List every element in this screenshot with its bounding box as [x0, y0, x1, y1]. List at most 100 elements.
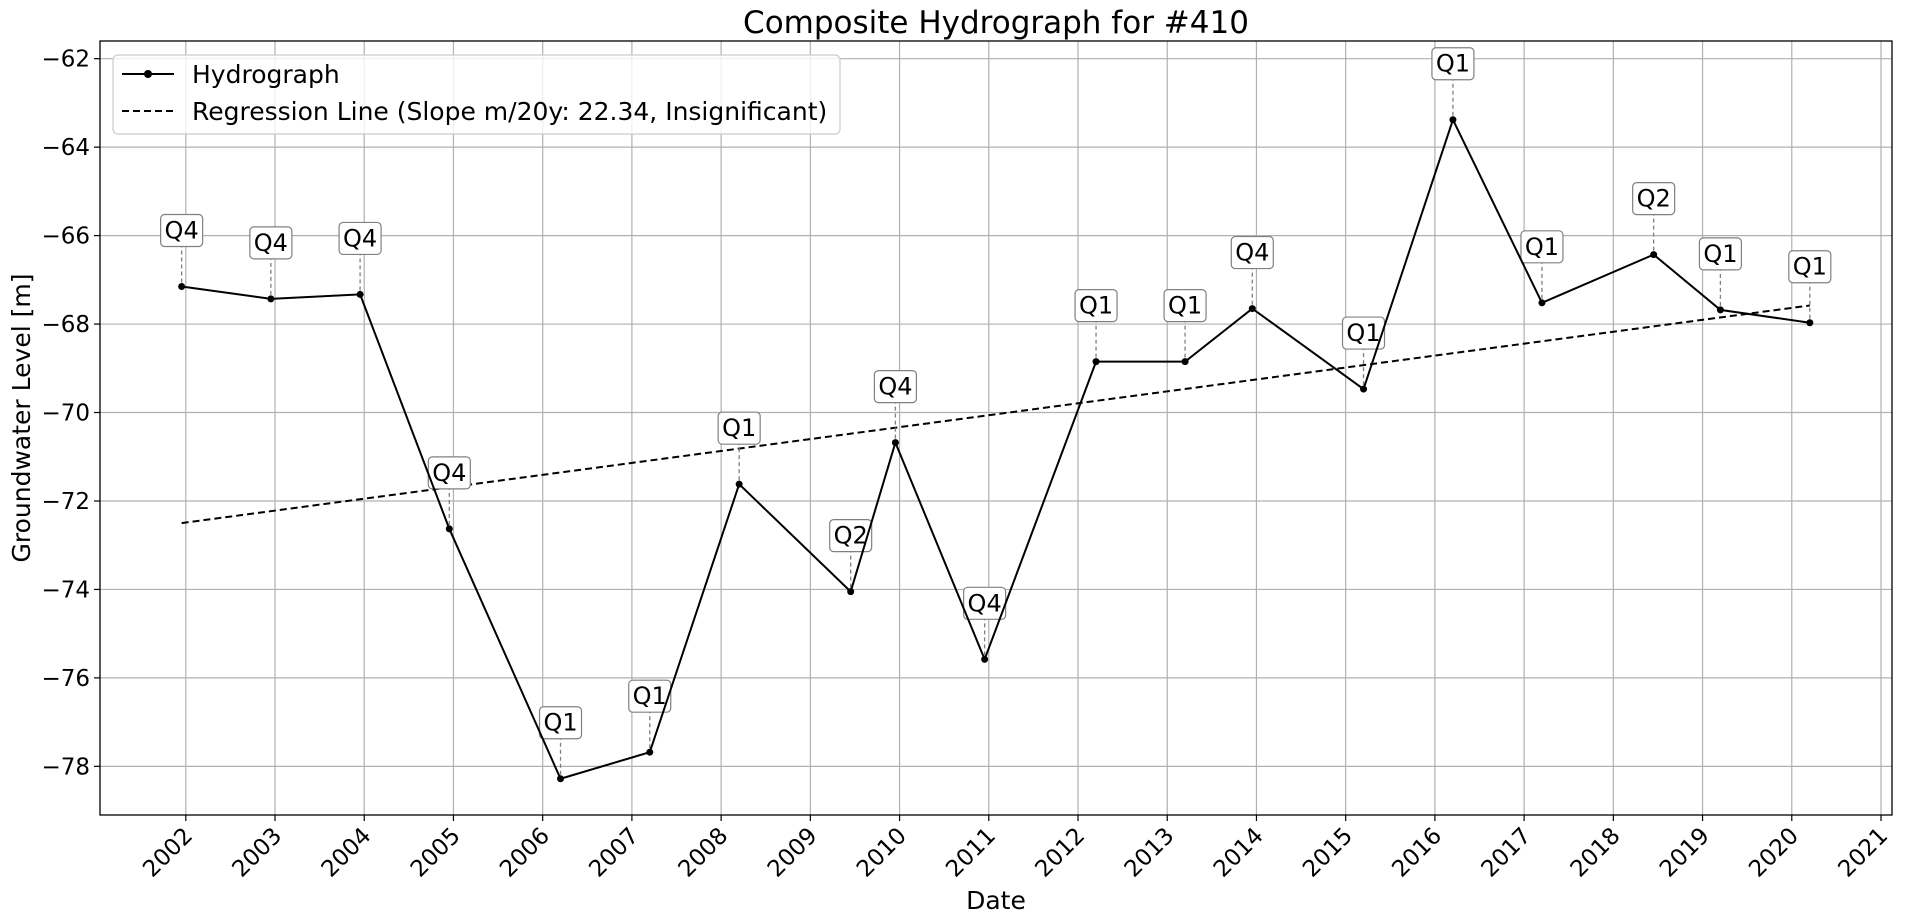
- y-tick-label: −78: [41, 754, 90, 780]
- y-tick-label: −66: [41, 224, 90, 250]
- x-tick-label: 2012: [1030, 823, 1090, 883]
- annotation-label: Q1: [543, 709, 577, 737]
- annotation-label: Q4: [968, 589, 1002, 617]
- annotation-label: Q4: [254, 229, 288, 257]
- regression-layer: [181, 304, 1810, 525]
- series-layer: [178, 116, 1814, 783]
- plot-frame: [99, 40, 1893, 816]
- annotation-label: Q4: [165, 216, 199, 244]
- x-tick-label: 2018: [1566, 823, 1626, 883]
- annotation-box: [1341, 316, 1386, 350]
- axis-layer: 2002 2003 2004 2005 2006 2007 2008 2009 2010 2011…: [41, 40, 1893, 883]
- y-tick-label: −64: [41, 135, 90, 161]
- annotation-label: Q4: [878, 373, 912, 401]
- regression-line: [181, 304, 1810, 525]
- annotation-box: [1230, 235, 1274, 270]
- annotation-label: Q1: [1525, 233, 1559, 261]
- hydrograph-point: [1360, 385, 1368, 393]
- x-tick-label: 2017: [1477, 823, 1537, 883]
- x-tick-label: 2004: [317, 823, 377, 883]
- annotation-box: [1163, 289, 1207, 323]
- annotation-label: Q4: [1235, 239, 1269, 267]
- annotation-label: Q4: [432, 459, 466, 487]
- hydrograph-point: [891, 439, 899, 447]
- annotation-label: Q1: [1346, 319, 1380, 347]
- hydrograph-point: [1449, 116, 1457, 124]
- hydrograph-point: [981, 655, 989, 663]
- annotation-box: [1698, 237, 1743, 271]
- hydrograph-point: [1181, 358, 1189, 366]
- x-tick-label: 2005: [406, 823, 466, 883]
- annotation-box: [1520, 230, 1564, 264]
- legend-hydrograph-label: Hydrograph: [192, 60, 340, 89]
- legend-hydrograph-marker: [144, 70, 152, 78]
- y-tick-label: −62: [41, 47, 90, 73]
- x-tick-label: 2013: [1120, 823, 1180, 883]
- hydrograph-point: [267, 295, 275, 303]
- x-tick-label: 2014: [1209, 823, 1269, 883]
- x-tick-label: 2020: [1744, 823, 1804, 883]
- annotation-label: Q1: [1168, 292, 1202, 320]
- hydrograph-point: [1248, 305, 1256, 313]
- annotation-label: Q1: [1079, 292, 1113, 320]
- annotation-label: Q1: [722, 414, 756, 442]
- annotation-box: [628, 679, 672, 713]
- x-tick-label: 2011: [941, 823, 1001, 883]
- grid-layer: [100, 41, 1892, 815]
- legend: Hydrograph Regression Line (Slope m/20y:…: [112, 54, 841, 135]
- x-tick-label: 2019: [1655, 823, 1715, 883]
- x-tick-label: 2016: [1387, 823, 1447, 883]
- y-tick-label: −74: [41, 577, 90, 603]
- annotation-box: [829, 519, 873, 553]
- x-tick-label: 2021: [1833, 823, 1893, 883]
- hydrograph-point: [646, 748, 654, 756]
- y-axis-label: Groundwater Level [m]: [7, 274, 36, 563]
- hydrograph-line: [181, 117, 1810, 780]
- legend-regression-label: Regression Line (Slope m/20y: 22.34, Ins…: [192, 97, 827, 126]
- annotation-layer: Q4 Q4 Q4 Q4 Q1 Q1 Q1 Q2 Q4 Q4 Q1 Q1 Q4 Q1 Q1 Q1 Q2 Q1 Q1: [160, 47, 1832, 775]
- annotation-box: [1788, 250, 1832, 284]
- x-tick-label: 2010: [852, 823, 912, 883]
- annotation-box: [873, 369, 918, 404]
- x-tick-label: 2002: [138, 823, 198, 883]
- x-tick-label: 2003: [227, 823, 287, 883]
- annotation-label: Q2: [1637, 185, 1671, 213]
- hydrograph-point: [1650, 251, 1658, 259]
- y-tick-label: −68: [41, 312, 90, 338]
- hydrograph-point: [735, 480, 743, 488]
- hydrograph-point: [1538, 299, 1546, 307]
- hydrograph-point: [445, 525, 453, 533]
- legend-box: [112, 54, 841, 135]
- hydrograph-point: [1806, 319, 1814, 327]
- annotation-box: [1431, 47, 1475, 81]
- y-tick-label: −70: [41, 401, 90, 427]
- hydrograph-point: [847, 588, 855, 596]
- annotation-label: Q2: [834, 522, 868, 550]
- y-tick-label: −72: [41, 489, 90, 515]
- hydrograph-point: [178, 282, 186, 290]
- hydrograph-point: [356, 290, 364, 298]
- annotation-label: Q1: [1703, 240, 1737, 268]
- hydrograph-point: [1716, 306, 1724, 314]
- x-tick-label: 2007: [584, 823, 644, 883]
- annotation-box: [1632, 182, 1676, 216]
- annotation-label: Q4: [343, 224, 377, 252]
- annotation-label: Q1: [1436, 50, 1470, 78]
- annotation-box: [249, 226, 293, 260]
- annotation-label: Q1: [1793, 253, 1827, 281]
- x-tick-label: 2008: [674, 823, 734, 883]
- x-tick-label: 2006: [495, 823, 555, 883]
- hydrograph-point: [557, 775, 565, 783]
- y-tick-label: −76: [41, 666, 90, 692]
- annotation-box: [717, 411, 761, 445]
- x-tick-label: 2015: [1298, 823, 1358, 883]
- hydrograph-point: [1092, 358, 1100, 366]
- x-axis-label: Date: [966, 886, 1026, 915]
- chart-title: Composite Hydrograph for #410: [743, 5, 1249, 41]
- x-tick-label: 2009: [763, 823, 823, 883]
- annotation-box: [338, 221, 382, 256]
- annotation-box: [1074, 289, 1118, 323]
- annotation-label: Q1: [633, 682, 667, 710]
